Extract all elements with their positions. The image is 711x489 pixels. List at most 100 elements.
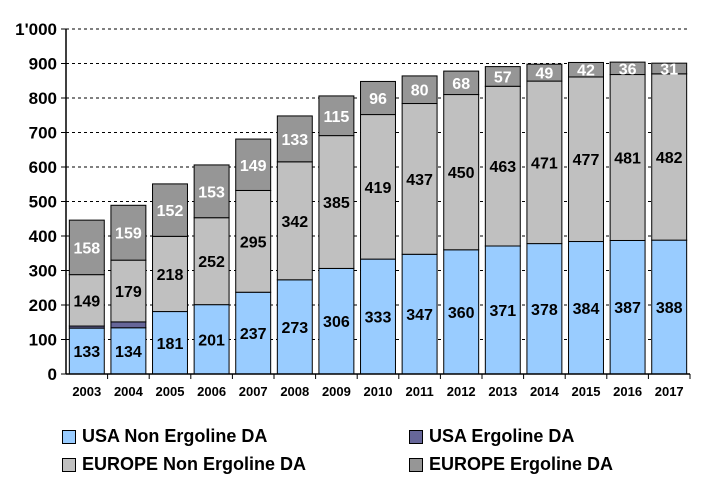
data-label: 273 [281,320,308,337]
data-label: 463 [489,159,516,176]
data-label: 477 [573,152,600,169]
data-label: 450 [448,165,475,182]
bar-segment [651,62,688,75]
data-label: 36 [619,61,637,78]
data-label: 133 [281,132,308,149]
x-tick-label: 2016 [613,384,642,399]
legend-label-europe-non-ergoline: EUROPE Non Ergoline DA [82,454,307,474]
data-label: 237 [240,326,267,343]
legend-swatch-usa-ergoline [409,429,423,444]
data-label: 371 [489,303,516,320]
bar-segment [651,239,688,375]
data-label: 252 [198,254,225,271]
x-tick-label: 2006 [197,384,226,399]
data-label: 306 [323,314,350,331]
bar-segment [318,135,355,269]
data-label: 179 [115,284,142,301]
legend-label-usa-non-ergoline: USA Non Ergoline DA [82,426,268,446]
bar-segment [401,253,438,375]
data-label: 68 [452,76,470,93]
data-label: 201 [198,332,225,349]
data-label: 80 [411,83,429,100]
data-label: 385 [323,195,350,212]
data-label: 152 [157,203,184,220]
data-label: 218 [157,267,184,284]
bar-segment [68,219,105,276]
y-tick-label: 900 [29,55,57,74]
y-tick-label: 0 [48,365,57,384]
legend-label-europe-ergoline: EUROPE Ergoline DA [429,454,614,474]
bar-segment [235,138,272,191]
legend-item-usa-non-ergoline: USA Non Ergoline DA [62,426,267,447]
data-label: 42 [577,63,595,80]
y-tick-label: 1'000 [15,20,57,39]
bar-segment [526,63,563,82]
bar-segment [484,85,521,247]
bar-segment [401,75,438,105]
data-label: 57 [494,69,512,86]
bar-segment [526,80,563,245]
data-label: 378 [531,302,558,319]
y-tick-label: 300 [29,262,57,281]
bar-segment [193,217,230,306]
x-tick-label: 2011 [405,384,433,399]
legend-item-europe-non-ergoline: EUROPE Non Ergoline DA [62,454,306,475]
bar-segment [484,245,521,375]
x-tick-label: 2010 [364,384,393,399]
data-label: 347 [406,307,433,324]
data-label: 437 [406,172,433,189]
data-label: 471 [531,155,558,172]
data-label: 388 [656,300,683,317]
x-tick-label: 2009 [322,384,351,399]
data-label: 384 [573,301,600,318]
legend-item-europe-ergoline: EUROPE Ergoline DA [409,454,613,475]
bar-segment [443,70,480,96]
bar-segment [276,161,313,281]
bar-segment [152,183,188,237]
legend-swatch-europe-non-ergoline [62,457,76,472]
data-label: 96 [369,91,387,108]
data-label: 387 [614,300,641,317]
data-label: 31 [660,62,678,79]
data-label: 149 [73,293,100,310]
y-tick-label: 400 [29,227,57,246]
y-tick-label: 600 [29,158,57,177]
data-label: 482 [656,150,683,167]
data-label: 115 [323,109,349,126]
x-tick-label: 2008 [280,384,309,399]
bar-segment [568,61,604,78]
bar-segment [110,204,147,261]
x-tick-label: 2017 [655,384,684,399]
x-tick-label: 2013 [488,384,517,399]
x-tick-label: 2003 [72,384,101,399]
bar-segment [609,74,646,241]
bar-segment [609,61,646,76]
legend-swatch-usa-non-ergoline [62,429,76,444]
bar-segment [443,94,480,251]
y-tick-label: 500 [29,193,57,212]
data-label: 342 [281,214,308,231]
data-label: 419 [365,180,392,197]
bar-segment [152,311,188,375]
x-tick-label: 2007 [239,384,268,399]
x-tick-label: 2004 [114,384,144,399]
bar-segment [152,235,188,313]
stacked-bar-chart: 01002003004005006007008009001'0001336149… [15,20,691,399]
data-label: 333 [365,310,392,327]
bar-segment [526,243,563,375]
y-tick-label: 100 [29,331,57,350]
data-label: 159 [115,226,142,243]
bar-segment [235,291,272,375]
bar-segment [193,164,230,219]
y-tick-label: 200 [29,296,57,315]
data-label: 481 [614,151,641,168]
data-label: 360 [448,305,475,322]
bar-segment [360,258,396,375]
bar-segment [276,279,313,375]
bar-segment [318,95,355,137]
bar-segment [401,103,438,255]
data-label: 295 [240,234,267,251]
data-label: 181 [157,336,184,353]
bar-segment [276,115,313,163]
bar-segment [235,189,272,293]
